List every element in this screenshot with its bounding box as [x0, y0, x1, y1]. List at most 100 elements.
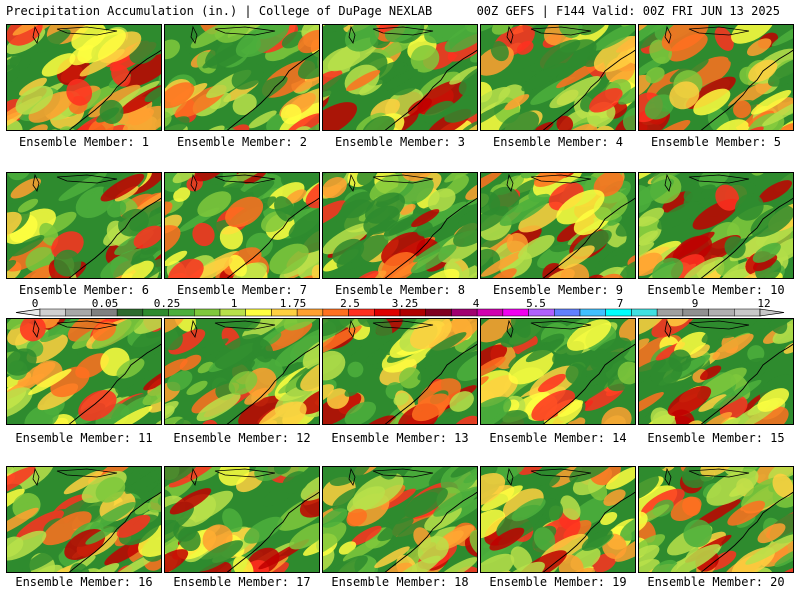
colorbar-tick-label: 4: [473, 297, 480, 310]
colorbar-segment: [219, 308, 246, 317]
ensemble-member-label: Ensemble Member: 13: [331, 431, 469, 445]
colorbar-segment: [271, 308, 298, 317]
colorbar-tick-label: 0: [32, 297, 39, 310]
colorbar-segment: [348, 308, 375, 317]
colorbar-segment: [39, 308, 66, 317]
precipitation-field-map: [639, 173, 793, 278]
ensemble-map-panel: [322, 24, 478, 131]
ensemble-member-label: Ensemble Member: 1: [18, 135, 150, 149]
ensemble-map-panel: [6, 318, 162, 425]
colorbar-min-arrow: [15, 308, 41, 317]
ensemble-member-label: Ensemble Member: 3: [334, 135, 466, 149]
colorbar-tick-label: 7: [617, 297, 624, 310]
ensemble-member-label: Ensemble Member: 19: [489, 575, 627, 589]
ensemble-member-label: Ensemble Member: 6: [18, 283, 150, 297]
ensemble-member-label: Ensemble Member: 5: [650, 135, 782, 149]
colorbar-segment: [579, 308, 606, 317]
ensemble-map-panel: [322, 172, 478, 279]
ensemble-member-label: Ensemble Member: 4: [492, 135, 624, 149]
ensemble-map-panel: [480, 24, 636, 131]
ensemble-map-panel: [480, 466, 636, 573]
colorbar-tick-label: 1.75: [280, 297, 307, 310]
ensemble-map-panel: [638, 318, 794, 425]
ensemble-map-panel: [322, 466, 478, 573]
ensemble-member-label: Ensemble Member: 11: [15, 431, 153, 445]
ensemble-map-panel: [164, 172, 320, 279]
precipitation-field-map: [323, 173, 477, 278]
colorbar-segment: [425, 308, 452, 317]
ensemble-member-label: Ensemble Member: 8: [334, 283, 466, 297]
colorbar-segment: [605, 308, 632, 317]
precipitation-field-map: [639, 25, 793, 130]
ensemble-map-panel: [322, 318, 478, 425]
colorbar-segment: [399, 308, 426, 317]
ensemble-map-panel: [480, 318, 636, 425]
colorbar-segment: [374, 308, 401, 317]
precipitation-field-map: [7, 25, 161, 130]
precipitation-field-map: [7, 173, 161, 278]
colorbar-segment: [116, 308, 144, 317]
colorbar-segment: [528, 308, 555, 317]
ensemble-member-label: Ensemble Member: 7: [176, 283, 308, 297]
colorbar-segment: [296, 308, 324, 317]
precipitation-field-map: [639, 467, 793, 572]
precipitation-field-map: [323, 319, 477, 424]
precipitation-field-map: [323, 25, 477, 130]
colorbar-segment: [656, 308, 684, 317]
precipitation-field-map: [639, 319, 793, 424]
colorbar-segment: [194, 308, 221, 317]
ensemble-member-label: Ensemble Member: 17: [173, 575, 311, 589]
colorbar-tick-label: 9: [692, 297, 699, 310]
ensemble-member-label: Ensemble Member: 16: [15, 575, 153, 589]
precipitation-field-map: [165, 319, 319, 424]
colorbar-segment: [91, 308, 118, 317]
ensemble-member-label: Ensemble Member: 2: [176, 135, 308, 149]
precipitation-field-map: [165, 173, 319, 278]
ensemble-member-label: Ensemble Member: 9: [492, 283, 624, 297]
ensemble-map-panel: [6, 466, 162, 573]
ensemble-member-label: Ensemble Member: 12: [173, 431, 311, 445]
ensemble-map-panel: [480, 172, 636, 279]
colorbar-tick-label: 1: [231, 297, 238, 310]
colorbar-tick-label: 0.05: [92, 297, 119, 310]
colorbar-segment: [554, 308, 581, 317]
colorbar-segment: [168, 308, 195, 317]
ensemble-map-panel: [6, 172, 162, 279]
precipitation-field-map: [481, 467, 635, 572]
ensemble-map-panel: [164, 318, 320, 425]
precipitation-field-map: [481, 319, 635, 424]
ensemble-map-panel: [638, 466, 794, 573]
colorbar-tick-label: 2.5: [340, 297, 360, 310]
precipitation-field-map: [323, 467, 477, 572]
ensemble-member-label: Ensemble Member: 15: [647, 431, 785, 445]
colorbar-segment: [682, 308, 709, 317]
ensemble-member-label: Ensemble Member: 20: [647, 575, 785, 589]
colorbar-segment: [476, 308, 504, 317]
precipitation-field-map: [165, 467, 319, 572]
precipitation-field-map: [481, 173, 635, 278]
precipitation-field-map: [481, 25, 635, 130]
precipitation-field-map: [7, 467, 161, 572]
ensemble-map-panel: [638, 24, 794, 131]
colorbar-segment: [502, 308, 529, 317]
colorbar-tick-label: 12: [757, 297, 770, 310]
colorbar-tick-label: 3.25: [392, 297, 419, 310]
precipitation-field-map: [7, 319, 161, 424]
map-title: Precipitation Accumulation (in.) | Colle…: [6, 4, 433, 18]
ensemble-member-label: Ensemble Member: 18: [331, 575, 469, 589]
colorbar-segment: [734, 308, 761, 317]
valid-time-label: 00Z GEFS | F144 Valid: 00Z FRI JUN 13 20…: [476, 4, 780, 18]
colorbar-tick-label: 0.25: [154, 297, 181, 310]
precipitation-field-map: [165, 25, 319, 130]
colorbar-segment: [245, 308, 272, 317]
colorbar-segment: [65, 308, 92, 317]
ensemble-map-panel: [164, 466, 320, 573]
ensemble-member-label: Ensemble Member: 14: [489, 431, 627, 445]
colorbar-tick-label: 5.5: [526, 297, 546, 310]
colorbar-max-arrow: [759, 308, 785, 317]
colorbar-segment: [631, 308, 658, 317]
precipitation-colorbar: 0 0.05 0.25 1 1.75 2.5 3.25 4 5.5 7 9 12: [15, 297, 785, 317]
colorbar-segment: [451, 308, 478, 317]
colorbar-segment: [142, 308, 169, 317]
ensemble-map-panel: [638, 172, 794, 279]
